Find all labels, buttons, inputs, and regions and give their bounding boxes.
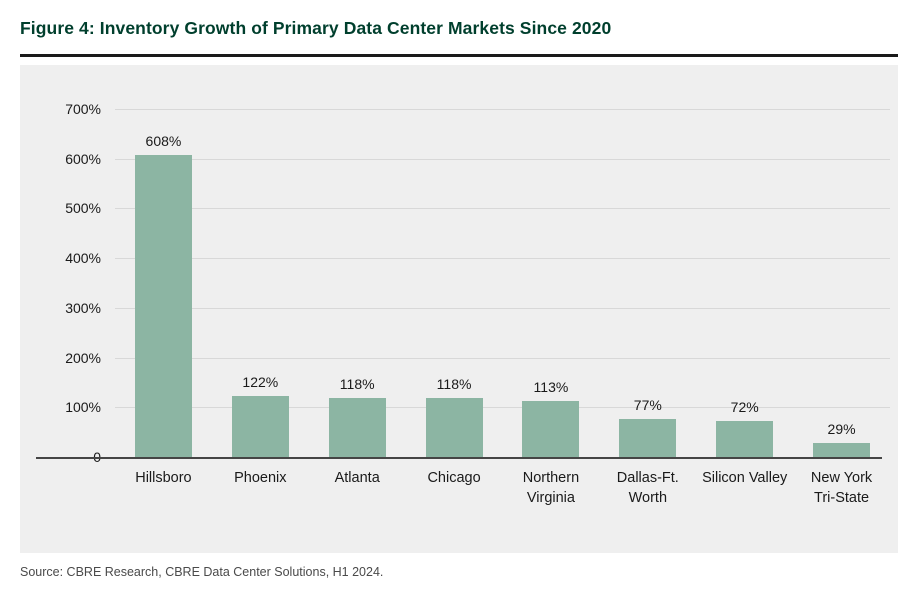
- bar-value-label: 113%: [533, 378, 569, 395]
- bar: [522, 400, 580, 457]
- bar-value-label: 118%: [339, 376, 375, 393]
- bar: [328, 398, 386, 457]
- bar: [231, 396, 289, 457]
- y-axis-tick-label: 600%: [65, 150, 101, 167]
- bar: [134, 154, 192, 457]
- bar: [619, 418, 677, 457]
- gridline: [115, 307, 890, 309]
- gridline: [115, 158, 890, 160]
- category-label: Atlanta: [334, 470, 380, 486]
- bar: [425, 398, 483, 457]
- category-label: Dallas-Ft. Worth: [616, 470, 679, 506]
- source-note: Source: CBRE Research, CBRE Data Center …: [20, 565, 384, 579]
- category-label: Chicago: [427, 470, 481, 486]
- y-axis-tick-label: 700%: [65, 101, 101, 117]
- gridline: [115, 208, 890, 210]
- bar-value-label: 122%: [242, 374, 279, 391]
- gridline: [115, 407, 890, 409]
- y-axis-tick-label: 300%: [65, 299, 101, 316]
- bar-value-label: 29%: [827, 420, 856, 437]
- gridline: [115, 109, 890, 110]
- category-label: Northern Virginia: [522, 470, 580, 506]
- figure-title: Figure 4: Inventory Growth of Primary Da…: [20, 18, 612, 38]
- figure-container: Figure 4: Inventory Growth of Primary Da…: [20, 18, 898, 579]
- chart-panel: 0100%200%300%400%500%600%700%608%Hillsbo…: [20, 65, 898, 553]
- bar-value-label: 77%: [633, 396, 662, 413]
- category-label: Phoenix: [234, 470, 287, 486]
- bar-value-label: 72%: [730, 399, 759, 416]
- x-axis-line: [36, 457, 882, 459]
- bar: [716, 421, 774, 457]
- category-label: New York Tri-State: [810, 470, 873, 506]
- category-label: Silicon Valley: [702, 470, 788, 486]
- y-axis-tick-label: 400%: [65, 250, 101, 267]
- bar-value-label: 118%: [436, 376, 472, 393]
- gridline: [115, 357, 890, 359]
- y-axis-tick-label: 500%: [65, 200, 101, 217]
- bar: [813, 442, 871, 457]
- gridline: [115, 258, 890, 260]
- title-divider: [20, 54, 898, 57]
- category-label: Hillsboro: [135, 470, 192, 486]
- bar-value-label: 608%: [145, 132, 182, 149]
- y-axis-tick-label: 100%: [65, 399, 101, 416]
- y-axis-tick-label: 200%: [65, 349, 101, 366]
